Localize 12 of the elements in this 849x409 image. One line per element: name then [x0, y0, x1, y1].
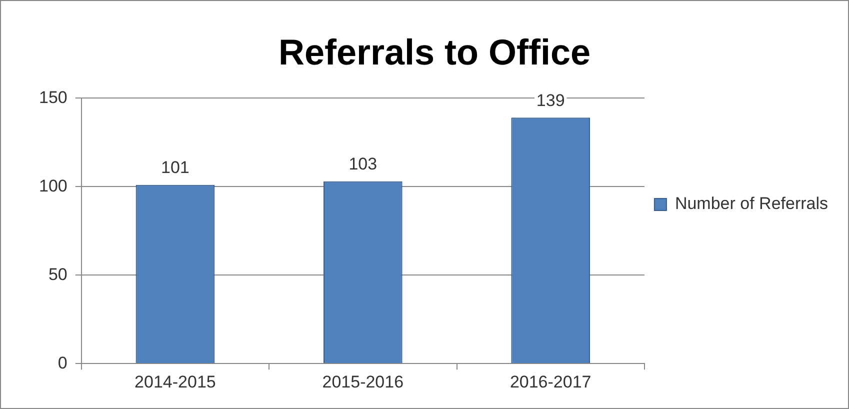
legend-label: Number of Referrals — [674, 194, 828, 214]
y-tick-label: 100 — [38, 176, 68, 196]
x-tick-label: 2016-2017 — [510, 372, 592, 392]
chart-title: Referrals to Office — [278, 32, 591, 73]
data-label: 101 — [161, 158, 190, 178]
data-label: 139 — [536, 90, 565, 110]
y-tick-label: 50 — [48, 264, 68, 284]
y-tick-label: 0 — [58, 353, 68, 372]
x-tick-label: 2015-2016 — [322, 372, 404, 392]
x-tick-label: 2014-2015 — [134, 372, 216, 392]
data-label: 103 — [348, 154, 378, 174]
y-tick-label: 150 — [38, 88, 68, 107]
